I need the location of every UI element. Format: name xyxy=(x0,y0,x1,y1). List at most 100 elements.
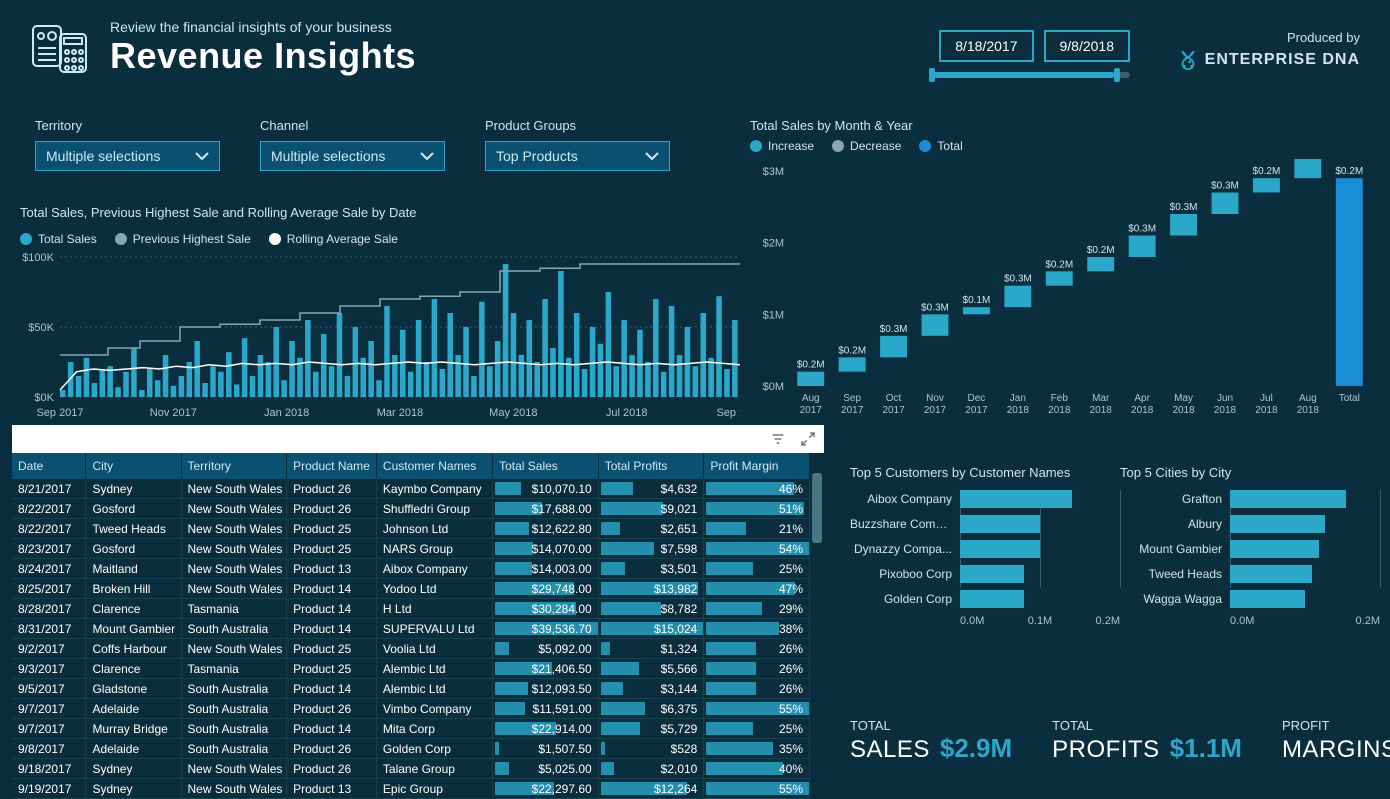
svg-text:Jan 2018: Jan 2018 xyxy=(264,407,309,419)
line-chart-plot[interactable]: $0K$50K$100KSep 2017Nov 2017Jan 2018Mar … xyxy=(20,252,740,422)
table-row[interactable]: 8/28/2017ClarenceTasmaniaProduct 14H Ltd… xyxy=(12,599,810,619)
table-row[interactable]: 9/7/2017Murray BridgeSouth AustraliaProd… xyxy=(12,719,810,739)
table-row[interactable]: 8/21/2017SydneyNew South WalesProduct 26… xyxy=(12,479,810,499)
svg-text:Nov: Nov xyxy=(926,393,944,404)
kpi-card: TOTAL PROFITS$1.1M xyxy=(1052,718,1242,764)
svg-text:2017: 2017 xyxy=(965,405,988,416)
column-header[interactable]: Profit Margin xyxy=(704,453,810,479)
date-start-pill[interactable]: 8/18/2017 xyxy=(939,30,1033,62)
focus-mode-icon[interactable] xyxy=(800,431,816,447)
brand-label: ENTERPRISE DNA xyxy=(1205,51,1360,69)
table-row[interactable]: 9/2/2017Coffs HarbourNew South WalesProd… xyxy=(12,639,810,659)
date-end-pill[interactable]: 9/8/2018 xyxy=(1044,30,1131,62)
svg-text:$0.2M: $0.2M xyxy=(1335,166,1363,177)
slicer-label-1: Channel xyxy=(260,118,445,133)
svg-text:$0.1M: $0.1M xyxy=(963,295,991,306)
slicer-product groups[interactable]: Top Products xyxy=(485,141,670,171)
data-table[interactable]: DateCityTerritoryProduct NameCustomer Na… xyxy=(12,453,810,799)
top-cities-title: Top 5 Cities by City xyxy=(1120,465,1380,480)
table-scrollbar-thumb[interactable] xyxy=(812,473,822,543)
date-slider-thumb-start[interactable] xyxy=(929,68,935,82)
column-header[interactable]: City xyxy=(86,453,181,479)
waterfall-legend: Increase Decrease Total xyxy=(750,139,1370,153)
table-row[interactable]: 9/7/2017AdelaideSouth AustraliaProduct 2… xyxy=(12,699,810,719)
table-row[interactable]: 9/18/2017SydneyNew South WalesProduct 26… xyxy=(12,759,810,779)
header-icon xyxy=(30,18,90,78)
slicer-channel[interactable]: Multiple selections xyxy=(260,141,445,171)
legend-item[interactable]: Increase xyxy=(750,139,814,153)
slicer-label-2: Product Groups xyxy=(485,118,670,133)
legend-item[interactable]: Total xyxy=(919,139,962,153)
bar-row[interactable]: Albury xyxy=(1120,515,1380,533)
chevron-down-icon xyxy=(195,151,209,161)
svg-text:$0.3M: $0.3M xyxy=(1004,274,1032,285)
table-row[interactable]: 9/5/2017GladstoneSouth AustraliaProduct … xyxy=(12,679,810,699)
bar-row[interactable]: Wagga Wagga xyxy=(1120,590,1380,608)
table-row[interactable]: 8/23/2017GosfordNew South WalesProduct 2… xyxy=(12,539,810,559)
date-slider[interactable] xyxy=(930,72,1130,78)
waterfall-title: Total Sales by Month & Year xyxy=(750,118,1370,133)
bar-row[interactable]: Buzzshare Comp... xyxy=(850,515,1120,533)
legend-item[interactable]: Rolling Average Sale xyxy=(269,232,398,246)
date-slider-thumb-end[interactable] xyxy=(1114,68,1120,82)
date-range-pills: 8/18/2017 9/8/2018 xyxy=(939,30,1130,62)
waterfall-chart: Total Sales by Month & Year Increase Decr… xyxy=(750,118,1370,423)
svg-text:Aug: Aug xyxy=(802,393,820,404)
table-row[interactable]: 9/3/2017ClarenceTasmaniaProduct 25Alembi… xyxy=(12,659,810,679)
table-row[interactable]: 8/31/2017Mount GambierSouth AustraliaPro… xyxy=(12,619,810,639)
legend-item[interactable]: Decrease xyxy=(832,139,901,153)
bar-row[interactable]: Aibox Company xyxy=(850,490,1120,508)
table-row[interactable]: 8/25/2017Broken HillNew South WalesProdu… xyxy=(12,579,810,599)
table-row[interactable]: 8/22/2017Tweed HeadsNew South WalesProdu… xyxy=(12,519,810,539)
svg-text:Sep: Sep xyxy=(843,393,861,404)
svg-text:$0.2M: $0.2M xyxy=(838,345,866,356)
table-row[interactable]: 9/8/2017AdelaideSouth AustraliaProduct 2… xyxy=(12,739,810,759)
bar-row[interactable]: Dynazzy Compa... xyxy=(850,540,1120,558)
legend-item[interactable]: Total Sales xyxy=(20,232,97,246)
svg-text:2018: 2018 xyxy=(1090,405,1113,416)
top-customers-chart: Top 5 Customers by Customer Names Aibox … xyxy=(850,465,1120,635)
table-row[interactable]: 8/24/2017MaitlandNew South WalesProduct … xyxy=(12,559,810,579)
svg-text:Oct: Oct xyxy=(886,393,902,404)
legend-item[interactable]: Previous Highest Sale xyxy=(115,232,251,246)
column-header[interactable]: Product Name xyxy=(287,453,377,479)
svg-text:$0.3M: $0.3M xyxy=(1211,181,1239,192)
table-row[interactable]: 9/19/2017SydneyNew South WalesProduct 13… xyxy=(12,779,810,799)
column-header[interactable]: Date xyxy=(12,453,86,479)
table-scrollbar[interactable] xyxy=(810,453,824,783)
svg-text:$50K: $50K xyxy=(28,322,54,334)
bar-row[interactable]: Grafton xyxy=(1120,490,1380,508)
line-chart: Total Sales, Previous Highest Sale and R… xyxy=(20,205,740,420)
svg-text:Nov 2017: Nov 2017 xyxy=(150,407,197,419)
produced-by: Produced by ENTERPRISE DNA xyxy=(1177,30,1360,71)
bar-row[interactable]: Tweed Heads xyxy=(1120,565,1380,583)
svg-text:$0.2M: $0.2M xyxy=(1045,259,1073,270)
top-cities-chart: Top 5 Cities by City Grafton Albury Moun… xyxy=(1120,465,1380,635)
svg-text:2018: 2018 xyxy=(1131,405,1154,416)
svg-text:$0K: $0K xyxy=(34,392,54,404)
waterfall-plot[interactable]: $0M$1M$2M$3M$0.2MAug2017$0.2MSep2017$0.3… xyxy=(750,159,1370,421)
column-header[interactable]: Total Profits xyxy=(598,453,704,479)
data-table-card: DateCityTerritoryProduct NameCustomer Na… xyxy=(12,425,824,783)
svg-text:Jul 2018: Jul 2018 xyxy=(606,407,648,419)
svg-text:2017: 2017 xyxy=(841,405,864,416)
bar-row[interactable]: Mount Gambier xyxy=(1120,540,1380,558)
column-header[interactable]: Territory xyxy=(181,453,287,479)
svg-text:$0.2M: $0.2M xyxy=(1087,245,1115,256)
svg-text:2017: 2017 xyxy=(800,405,823,416)
chevron-down-icon xyxy=(420,151,434,161)
svg-text:Mar 2018: Mar 2018 xyxy=(377,407,423,419)
slicer-territory[interactable]: Multiple selections xyxy=(35,141,220,171)
header: Review the financial insights of your bu… xyxy=(30,18,416,78)
bar-row[interactable]: Pixoboo Corp xyxy=(850,565,1120,583)
column-header[interactable]: Customer Names xyxy=(376,453,492,479)
filter-icon[interactable] xyxy=(770,431,786,447)
kpi-row: TOTAL SALES$2.9M TOTAL PROFITS$1.1M PROF… xyxy=(850,718,1390,764)
column-header[interactable]: Total Sales xyxy=(493,453,599,479)
chevron-down-icon xyxy=(645,151,659,161)
svg-text:$0.2M: $0.2M xyxy=(1253,166,1281,177)
table-row[interactable]: 8/22/2017GosfordNew South WalesProduct 2… xyxy=(12,499,810,519)
svg-text:2018: 2018 xyxy=(1255,405,1278,416)
svg-text:Mar: Mar xyxy=(1092,393,1110,404)
bar-row[interactable]: Golden Corp xyxy=(850,590,1120,608)
